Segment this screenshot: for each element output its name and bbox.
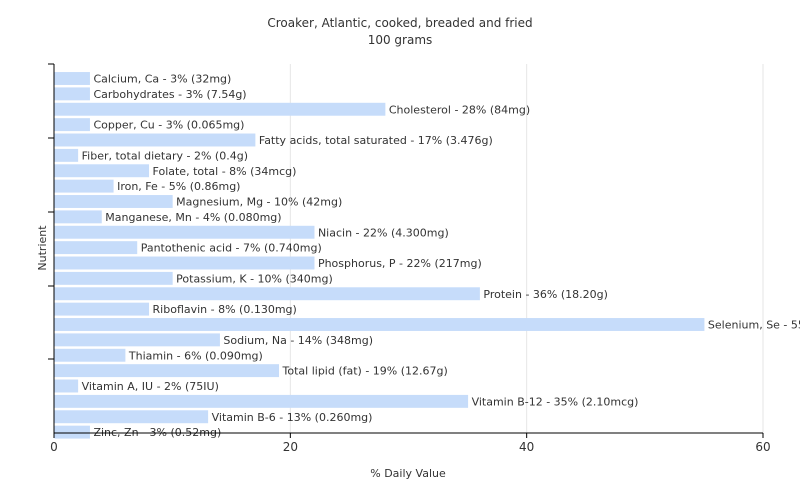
- bar: [54, 241, 138, 255]
- bar-label: Phosphorus, P - 22% (217mg): [318, 257, 482, 270]
- bar: [54, 287, 480, 301]
- bars: [54, 72, 705, 439]
- y-axis-label: Nutrient: [36, 225, 49, 271]
- bar: [54, 333, 220, 347]
- bar-label: Vitamin B-12 - 35% (2.10mcg): [472, 395, 639, 408]
- x-tick-label: 20: [283, 440, 298, 454]
- bar: [54, 118, 90, 132]
- bar: [54, 102, 386, 116]
- bar: [54, 302, 150, 316]
- bar-label: Manganese, Mn - 4% (0.080mg): [105, 211, 281, 224]
- bar-label: Protein - 36% (18.20g): [483, 288, 608, 301]
- bar-label: Sodium, Na - 14% (348mg): [223, 334, 373, 347]
- bar: [54, 87, 90, 101]
- x-axis-label: % Daily Value: [370, 467, 446, 480]
- bar: [54, 148, 79, 162]
- bar-label: Potassium, K - 10% (340mg): [176, 272, 333, 285]
- bar-label: Total lipid (fat) - 19% (12.67g): [282, 365, 448, 378]
- bar-label: Riboflavin - 8% (0.130mg): [153, 303, 297, 316]
- bar: [54, 425, 90, 439]
- bar-label: Fiber, total dietary - 2% (0.4g): [82, 149, 248, 162]
- bar-label: Carbohydrates - 3% (7.54g): [93, 88, 246, 101]
- bar-label: Magnesium, Mg - 10% (42mg): [176, 196, 342, 209]
- bar: [54, 318, 705, 331]
- bar-label: Pantothenic acid - 7% (0.740mg): [141, 242, 322, 255]
- bar: [54, 364, 280, 378]
- chart-title: Croaker, Atlantic, cooked, breaded and f…: [267, 16, 533, 30]
- bar-label: Vitamin A, IU - 2% (75IU): [82, 380, 219, 393]
- bar: [54, 72, 90, 85]
- bar-label: Fatty acids, total saturated - 17% (3.47…: [259, 134, 493, 147]
- axes: 0 20 40 60: [48, 63, 771, 454]
- x-tick-label: 60: [755, 440, 770, 454]
- bar-label: Selenium, Se - 55% (38.8mcg): [708, 319, 800, 332]
- bar-labels: Calcium, Ca - 3% (32mg) Carbohydrates - 3…: [82, 73, 800, 440]
- bar: [54, 348, 126, 362]
- x-tick-label: 40: [519, 440, 534, 454]
- bar: [54, 271, 173, 285]
- bar: [54, 410, 209, 424]
- bar-label: Vitamin B-6 - 13% (0.260mg): [212, 411, 373, 424]
- bar-label: Copper, Cu - 3% (0.065mg): [93, 119, 244, 132]
- bar: [54, 256, 315, 270]
- bar: [54, 179, 114, 193]
- bar: [54, 379, 79, 393]
- bar-label: Cholesterol - 28% (84mg): [389, 103, 530, 116]
- bar-label: Iron, Fe - 5% (0.86mg): [117, 180, 240, 193]
- gridlines: [289, 64, 764, 433]
- bar-label: Folate, total - 8% (34mcg): [153, 165, 297, 178]
- bar: [54, 133, 256, 147]
- bar-label: Calcium, Ca - 3% (32mg): [93, 73, 231, 86]
- bar: [54, 225, 315, 239]
- bar: [54, 394, 469, 408]
- bar: [54, 164, 150, 178]
- x-tick-label: 0: [50, 440, 58, 454]
- bar: [54, 210, 102, 224]
- bar-label: Thiamin - 6% (0.090mg): [128, 349, 263, 362]
- chart-subtitle: 100 grams: [367, 33, 433, 47]
- bar-label: Niacin - 22% (4.300mg): [318, 226, 449, 239]
- bar: [54, 195, 173, 208]
